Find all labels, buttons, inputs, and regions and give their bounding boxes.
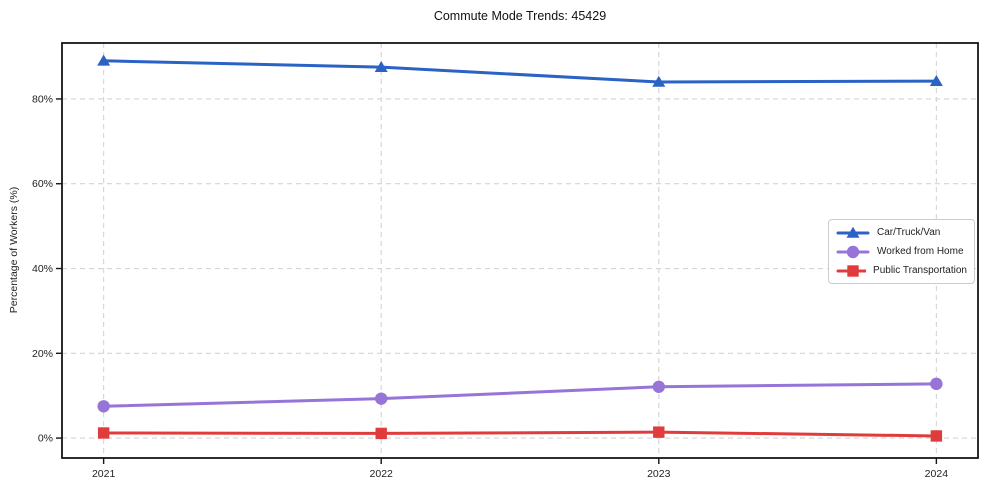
series-line (102, 430, 938, 438)
circle-marker (846, 245, 860, 258)
x-tick-label: 2024 (925, 468, 949, 480)
circle-marker (97, 400, 110, 413)
circle-marker (652, 380, 665, 393)
series-line (102, 59, 938, 84)
y-tick-label: 20% (32, 348, 53, 360)
chart-title: Commute Mode Trends: 45429 (433, 9, 607, 23)
legend-label: Public Transportation (873, 265, 967, 276)
series-line (102, 382, 938, 408)
legend-item: Car/Truck/Van (836, 225, 967, 240)
triangle-marker (652, 75, 666, 87)
legend-swatch-circle-icon (836, 245, 870, 258)
y-tick-label: 0% (38, 433, 53, 445)
square-marker (97, 427, 110, 439)
legend-item: Worked from Home (836, 244, 967, 259)
y-tick-label: 40% (32, 263, 53, 275)
legend-swatch-triangle-icon (836, 226, 870, 238)
legend-swatch-square-icon (836, 264, 867, 277)
y-tick-label: 60% (32, 178, 53, 190)
circle-marker (375, 392, 388, 405)
square-marker (847, 264, 859, 277)
triangle-marker (929, 74, 943, 86)
x-tick-label: 2022 (370, 468, 394, 480)
legend-item: Public Transportation (836, 263, 967, 278)
legend: Car/Truck/Van Worked from Home Public Tran… (828, 219, 975, 284)
square-marker (375, 427, 387, 440)
legend-label: Car/Truck/Van (877, 227, 941, 238)
x-tick-label: 2023 (647, 468, 671, 480)
y-tick-label: 80% (32, 93, 53, 105)
triangle-marker (374, 60, 388, 72)
square-marker (653, 426, 665, 438)
triangle-marker (97, 54, 111, 66)
triangle-marker (846, 226, 860, 238)
x-tick-label: 2021 (92, 468, 116, 480)
legend-label: Worked from Home (877, 246, 964, 257)
circle-marker (930, 377, 943, 391)
square-marker (930, 430, 943, 442)
plot-frame (61, 42, 979, 459)
